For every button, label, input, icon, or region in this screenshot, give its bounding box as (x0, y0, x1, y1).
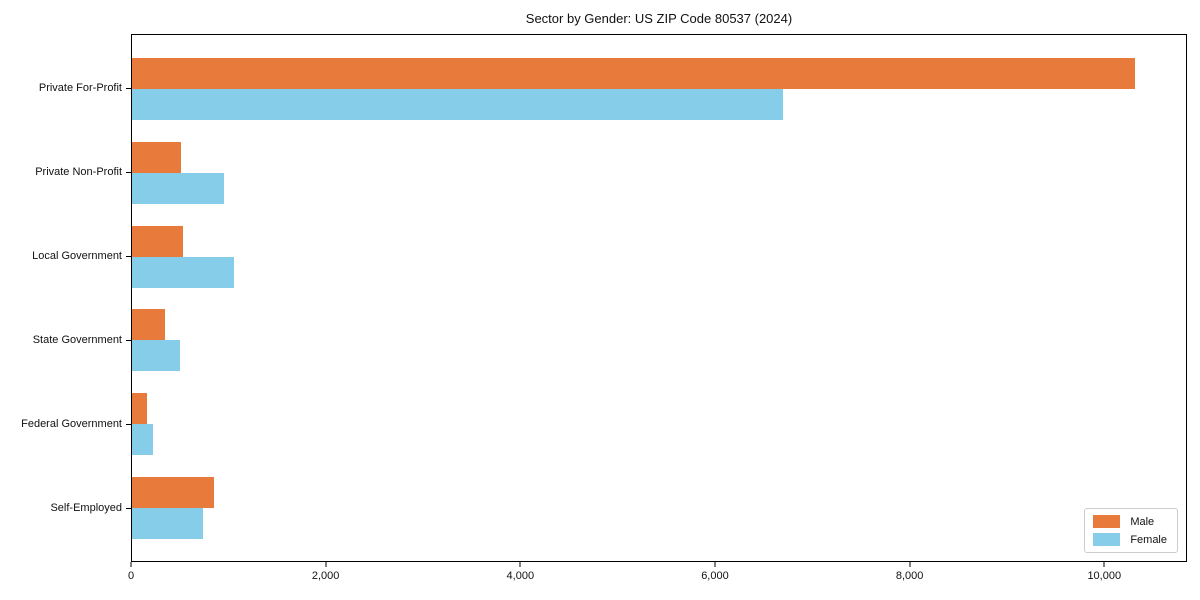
legend-label-male: Male (1130, 515, 1155, 528)
legend-item-female: Female (1093, 533, 1167, 546)
legend-swatch-male (1093, 515, 1121, 528)
bar-female-local-government (132, 256, 234, 288)
bar-male-state-government (132, 309, 166, 341)
y-label-federal-government: Federal Government (21, 418, 122, 430)
x-tick-mark-8-000 (909, 562, 911, 567)
y-axis-labels: Private For-Profit Private Non-Profit Loca… (0, 34, 122, 562)
x-tick-mark-4-000 (519, 562, 521, 567)
bar-group-state-government (132, 298, 1186, 382)
bar-male-private-non-profit (132, 141, 181, 173)
bar-female-private-non-profit (132, 172, 225, 204)
x-tick-label-6-000: 6,000 (701, 570, 729, 582)
x-tick-label-0: 0 (127, 570, 135, 582)
x-tick-mark-10-000 (1103, 562, 1105, 567)
x-tick-label-8-000: 8,000 (895, 570, 924, 582)
legend: Male Female (1084, 508, 1178, 553)
bar-group-local-government (132, 215, 1186, 299)
bar-group-federal-government (132, 382, 1186, 466)
y-tick-mark-private-non-profit (126, 172, 131, 173)
y-tick-mark-federal-government (126, 424, 131, 425)
bar-female-federal-government (132, 424, 154, 456)
y-label-state-government: State Government (32, 334, 122, 346)
bar-female-self-employed (132, 508, 203, 540)
bar-group-private-non-profit (132, 131, 1186, 215)
y-tick-mark-state-government (126, 340, 131, 341)
bar-group-self-employed (132, 466, 1186, 550)
plot-area: Male Female (131, 34, 1187, 562)
y-label-private-non-profit: Private Non-Profit (35, 166, 122, 178)
bar-groups (132, 35, 1186, 561)
y-label-self-employed: Self-Employed (50, 502, 122, 514)
legend-item-male: Male (1093, 515, 1167, 528)
bar-male-local-government (132, 225, 183, 257)
y-tick-mark-private-for-profit (126, 88, 131, 89)
x-tick-mark-0 (130, 562, 132, 567)
legend-swatch-female (1093, 533, 1121, 546)
y-label-local-government: Local Government (32, 250, 122, 262)
y-tick-mark-self-employed (126, 508, 131, 509)
bar-female-private-for-profit (132, 88, 783, 120)
x-tick-label-10-000: 10,000 (1087, 570, 1122, 582)
bar-female-state-government (132, 340, 180, 372)
x-tick-label-2-000: 2,000 (311, 570, 340, 582)
x-tick-label-4-000: 4,000 (506, 570, 535, 582)
x-tick-mark-6-000 (714, 562, 716, 567)
chart-title: Sector by Gender: US ZIP Code 80537 (202… (525, 11, 793, 26)
y-tick-mark-local-government (126, 256, 131, 257)
bar-male-federal-government (132, 393, 147, 425)
legend-label-female: Female (1130, 533, 1167, 546)
x-axis: 0 2,000 4,000 6,000 8,000 10,000 (127, 562, 1187, 592)
y-label-private-for-profit: Private For-Profit (38, 82, 122, 94)
bar-male-self-employed (132, 477, 214, 509)
x-tick-mark-2-000 (325, 562, 327, 567)
bar-group-private-for-profit (132, 47, 1186, 131)
bar-male-private-for-profit (132, 57, 1135, 89)
